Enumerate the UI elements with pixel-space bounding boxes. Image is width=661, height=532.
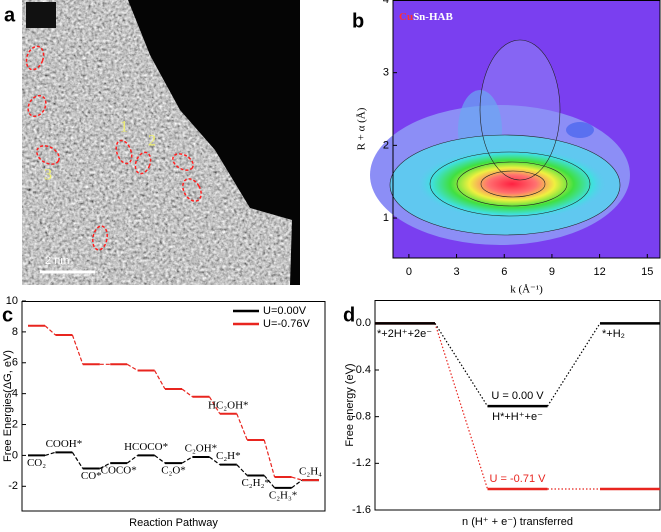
connector [71, 451, 84, 469]
plot-frame [21, 301, 326, 512]
connector [434, 323, 489, 407]
connector [236, 464, 248, 476]
y-tick-label: 2 [12, 418, 18, 430]
panel-label: b [352, 10, 364, 32]
state-label: *+2H⁺+2e⁻ [377, 328, 432, 340]
connector [126, 363, 138, 372]
intermediate-label: COOH* [46, 438, 83, 450]
title-part: Sn-HAB [413, 11, 453, 23]
panel-label: a [4, 4, 16, 26]
panel-label: c [2, 304, 13, 326]
y-tick-label: 10 [6, 295, 18, 307]
contour-map [370, 0, 660, 258]
x-tick-label: 0 [406, 266, 412, 278]
intermediate-label: CO* [81, 470, 102, 482]
y-tick-label: 1 [383, 212, 389, 224]
connector [181, 388, 193, 398]
legend-label: U=-0.76V [263, 318, 310, 330]
chart-title: CuSn-HAB [399, 11, 453, 23]
y-tick-label: 4 [12, 388, 18, 400]
connector [208, 396, 221, 415]
micrograph [22, 0, 300, 285]
series-label: U = -0.71 V [490, 473, 547, 485]
connector [99, 462, 111, 470]
y-tick-label: 4 [383, 0, 389, 6]
connector [71, 334, 84, 365]
y-axis-label: Free Energies(ΔG, eV) [2, 350, 14, 462]
connector [263, 439, 276, 478]
connector [126, 454, 138, 464]
intermediate-label: CO₂ [27, 457, 46, 469]
y-axis-label: R + α (Å) [356, 107, 368, 150]
y-tick-label: -1.6 [352, 504, 371, 516]
y-tick-label: 6 [12, 357, 18, 369]
y-tick-label: 0 [12, 449, 18, 461]
connector [209, 456, 221, 466]
intermediate-label: C₂OH* [185, 442, 218, 454]
annotation: HC₂OH* [208, 399, 249, 411]
connector [291, 476, 303, 481]
x-tick-label: 9 [549, 266, 555, 278]
y-tick-label: 2 [383, 139, 389, 151]
connector [434, 323, 489, 490]
y-tick-label: 0.0 [356, 317, 371, 329]
connector [546, 323, 601, 407]
connector [154, 370, 166, 390]
panel-label: d [343, 304, 355, 326]
connector [154, 454, 166, 464]
scale-bar-label: 2 nm [45, 255, 69, 267]
x-tick-label: 6 [501, 266, 507, 278]
y-tick-label: -0.4 [352, 364, 371, 376]
site-label: 1 [120, 119, 128, 136]
site-label: 2 [148, 133, 156, 150]
connector [236, 413, 248, 441]
intermediate-label: C₂H₃* [269, 489, 297, 501]
y-axis-label: Free energy (eV) [344, 363, 356, 446]
connector [263, 475, 276, 489]
connector [181, 456, 193, 464]
state-label: *+H₂ [602, 328, 625, 340]
y-tick-label: -1.2 [352, 457, 371, 469]
x-axis-label: k (Å⁻¹) [510, 284, 543, 296]
x-axis-label: n (H⁺ + e⁻) transferred [462, 516, 573, 528]
x-tick-label: 3 [454, 266, 460, 278]
plot-frame [374, 300, 661, 511]
plot-frame [392, 0, 661, 259]
intermediate-label: C₂H₂* [241, 477, 269, 489]
connector [44, 451, 56, 456]
y-tick-label: -0.8 [352, 411, 371, 423]
intermediate-label: COCO* [101, 465, 137, 477]
intermediate-label: C₂O* [161, 465, 186, 477]
series-label: U = 0.00 V [491, 390, 544, 402]
intermediate-label: C₂H₄ [299, 466, 322, 478]
x-tick-label: 15 [641, 266, 653, 278]
site-label: 3 [44, 167, 52, 184]
connector [44, 325, 56, 336]
intermediate-label: C₂H* [216, 450, 241, 462]
legend-label: U=0.00V [263, 305, 307, 317]
y-tick-label: 3 [383, 67, 389, 79]
connector [291, 479, 303, 489]
intermediate-label: HCOCO* [124, 441, 168, 453]
y-tick-label: 8 [12, 326, 18, 338]
title-part: Cu [399, 11, 413, 23]
x-tick-label: 12 [593, 266, 605, 278]
y-tick-label: -2 [8, 480, 18, 492]
x-axis-label: Reaction Pathway [129, 517, 218, 529]
state-label: H*+H⁺+e⁻ [492, 411, 543, 423]
